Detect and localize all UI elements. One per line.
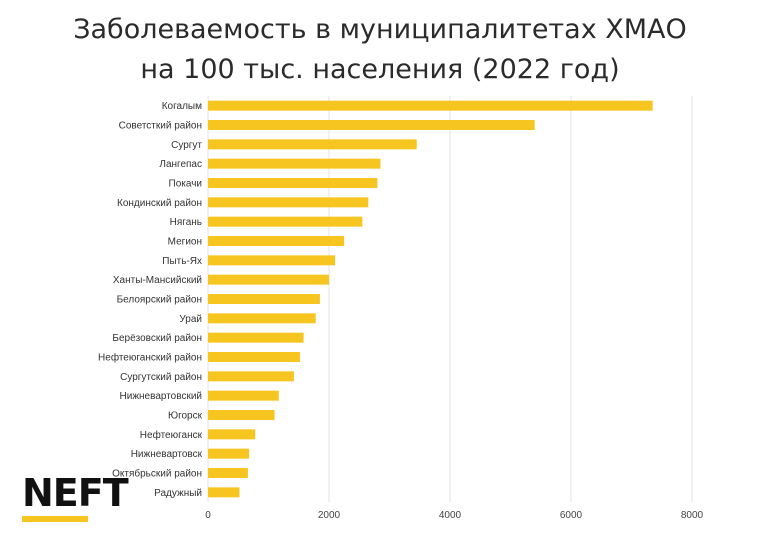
- y-category-label: Нефтеюганский район: [98, 352, 202, 364]
- bar: [208, 352, 300, 362]
- y-category-label: Нижневартовск: [131, 449, 203, 460]
- y-category-label: Югорск: [168, 411, 203, 422]
- bar: [208, 178, 378, 188]
- y-category-label: Кондинский район: [117, 198, 202, 209]
- y-category-label: Лангепас: [159, 159, 202, 170]
- y-category-label: Берёзовский район: [112, 333, 202, 344]
- bar: [208, 120, 535, 130]
- y-category-label: Сургутский район: [120, 372, 202, 383]
- x-tick-label: 6000: [560, 510, 583, 521]
- y-category-label: Октябрьский район: [112, 468, 202, 480]
- bar: [208, 255, 336, 266]
- y-category-label: Белоярский район: [117, 295, 202, 306]
- bar: [208, 274, 329, 285]
- neft-logo: NEFT: [22, 471, 129, 515]
- bar: [208, 332, 304, 343]
- bar: [208, 294, 320, 304]
- bar: [208, 410, 275, 420]
- y-category-label: Радужный: [154, 488, 202, 499]
- y-category-label: Советсткий район: [119, 121, 202, 132]
- chart-title-line-2: на 100 тыс. населения (2022 год): [140, 54, 620, 85]
- y-category-label: Нефтеюганск: [140, 429, 203, 441]
- y-category-label: Мегион: [168, 237, 202, 248]
- x-tick-label: 4000: [439, 510, 462, 521]
- x-tick-label: 2000: [318, 510, 341, 521]
- bar: [208, 236, 345, 246]
- bar: [208, 468, 248, 478]
- x-tick-label: 0: [205, 510, 211, 521]
- x-tick-label: 8000: [681, 510, 704, 521]
- y-category-label: Урай: [179, 314, 202, 325]
- chart-title-line-1: Заболеваемость в муниципалитетах ХМАО: [73, 14, 687, 45]
- bar: [208, 216, 363, 227]
- bar: [208, 448, 250, 459]
- bar: [208, 313, 316, 324]
- bar: [208, 390, 279, 401]
- y-category-label: Нижневартовский: [120, 391, 202, 402]
- y-category-label: Нягань: [170, 217, 202, 228]
- bar: [208, 487, 240, 498]
- y-category-label: Пыть-Ях: [162, 256, 202, 267]
- logo-underline: [22, 516, 88, 522]
- y-category-label: Сургут: [171, 140, 202, 151]
- y-category-label: Ханты-Мансийский: [113, 275, 202, 286]
- bar: [208, 371, 294, 382]
- bar: [208, 429, 256, 440]
- y-category-label: Покачи: [169, 179, 202, 190]
- bar: [208, 197, 369, 208]
- bar: [208, 139, 417, 150]
- bar: [208, 100, 653, 111]
- y-category-label: Когалым: [162, 101, 202, 112]
- bar: [208, 158, 381, 169]
